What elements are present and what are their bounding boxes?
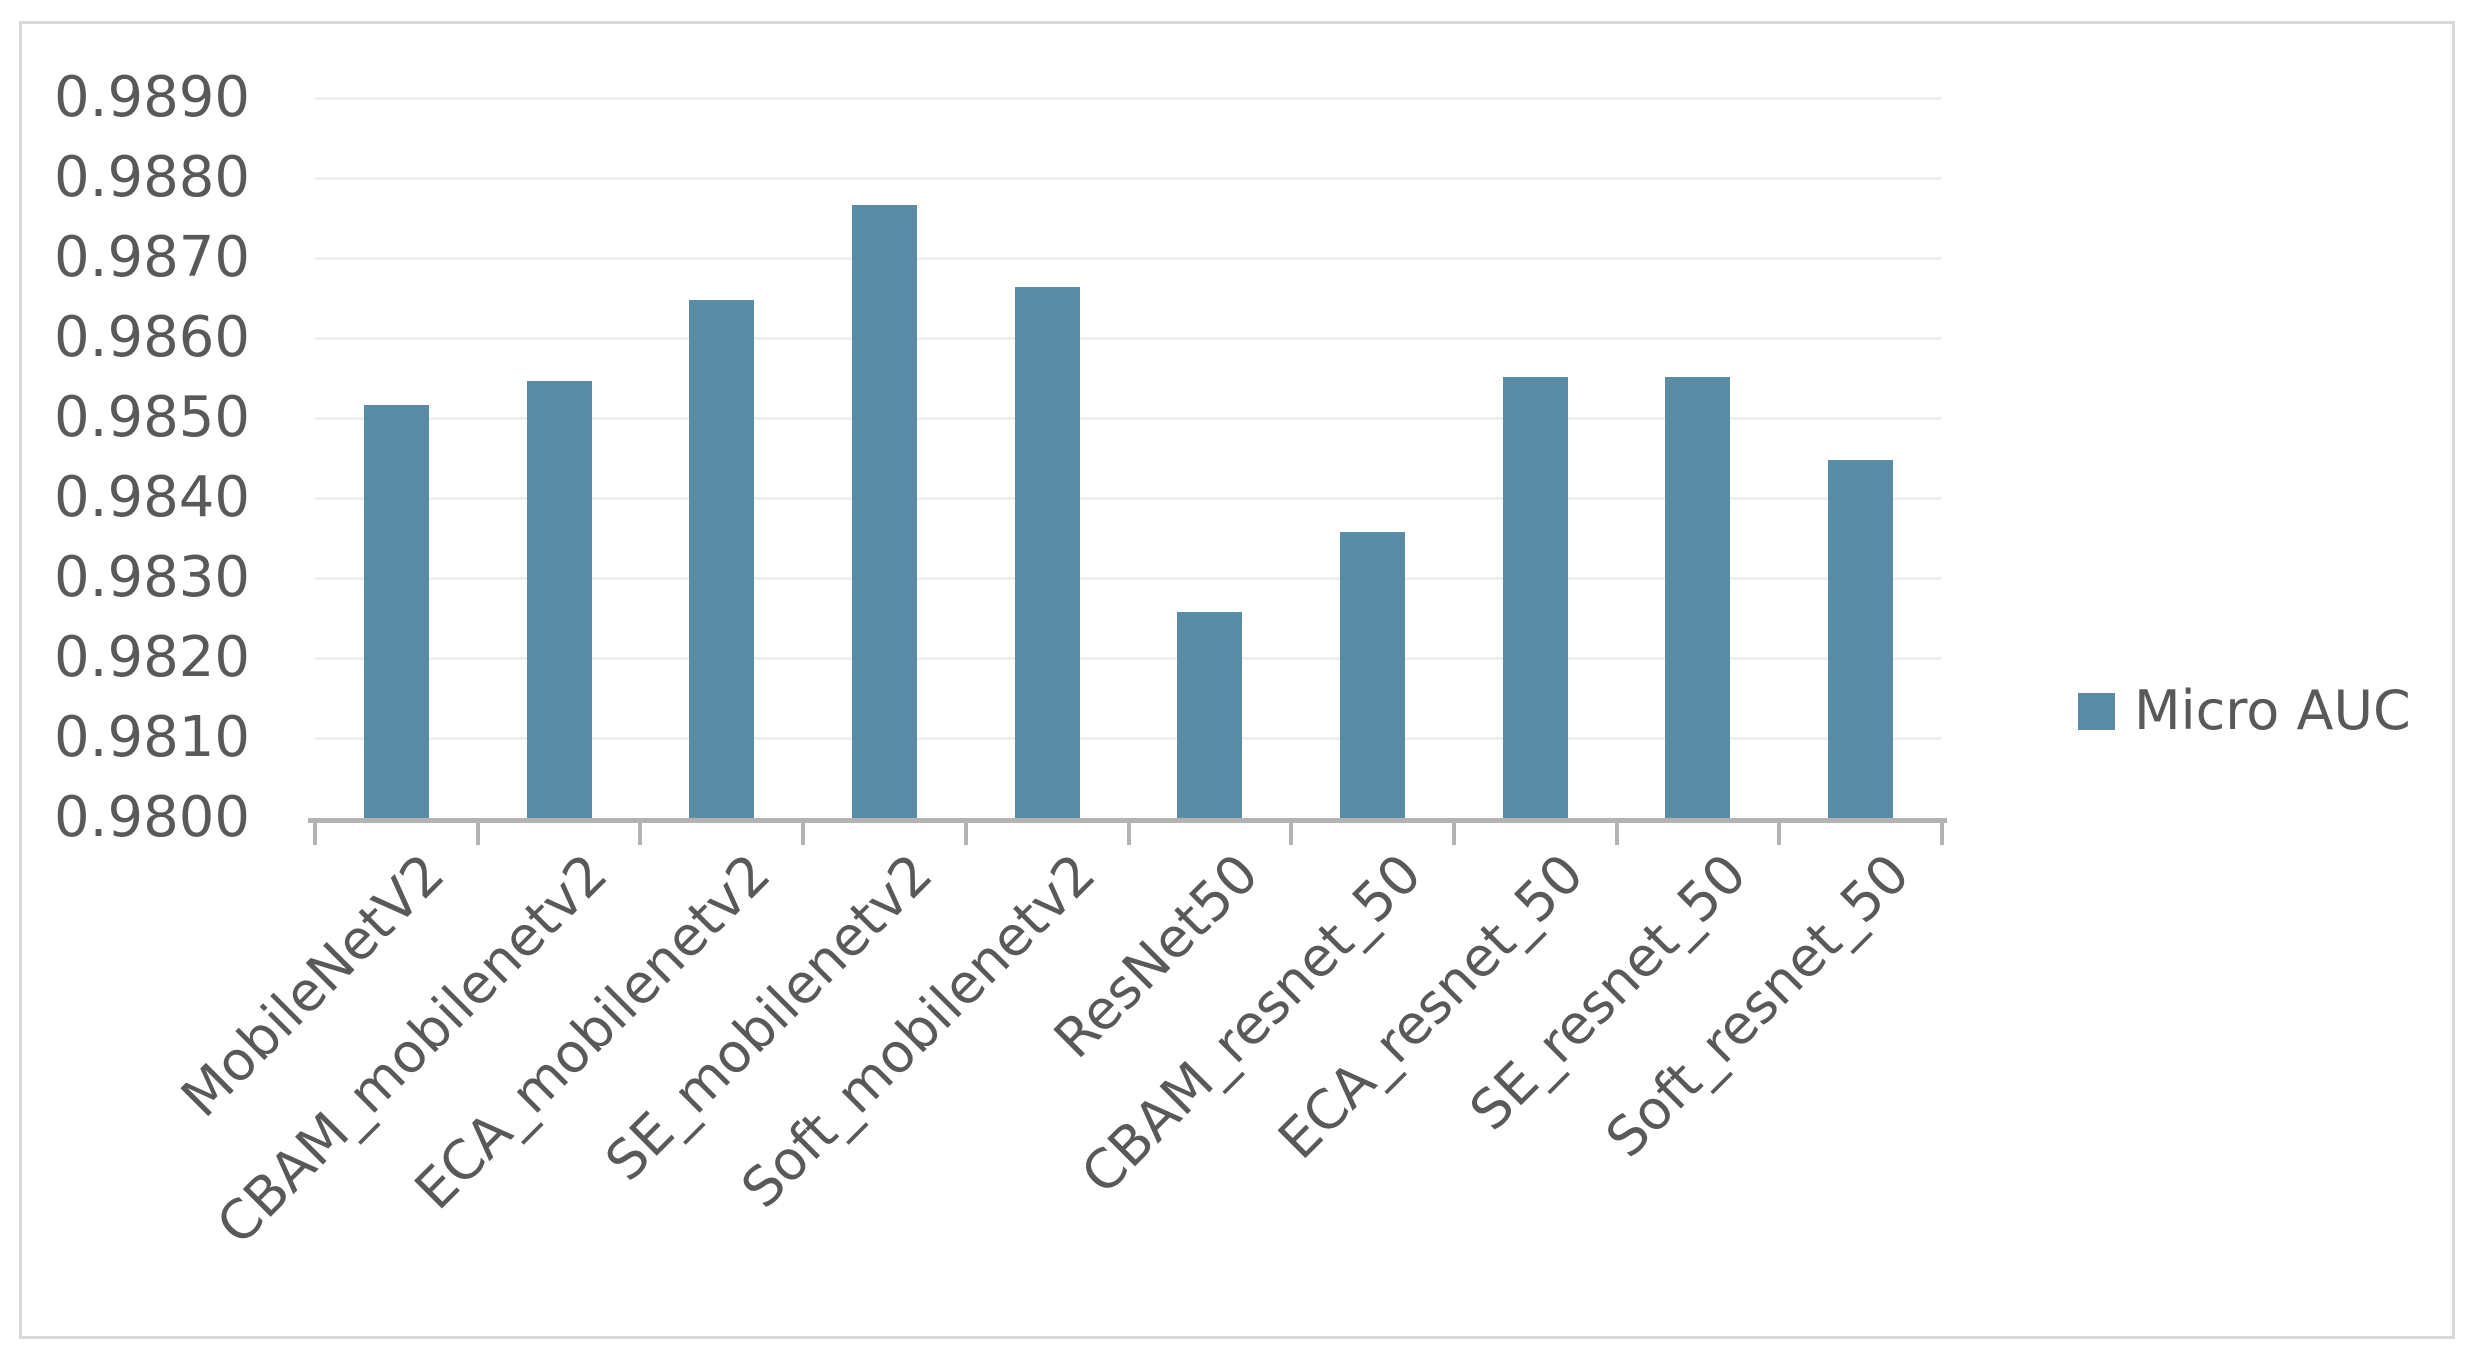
- bar-CBAM_mobilenetv2: [526, 381, 592, 818]
- bar-Soft_resnet_50: [1828, 460, 1894, 818]
- y-axis-tick-label: 0.9860: [54, 305, 250, 370]
- x-axis-tick: [801, 818, 806, 845]
- gridline: [315, 417, 1942, 420]
- gridline: [315, 97, 1942, 100]
- x-axis-tick: [1451, 818, 1456, 845]
- y-axis-tick-label: 0.9870: [54, 225, 250, 290]
- y-axis-tick-label: 0.9820: [54, 625, 250, 690]
- y-axis-tick-label: 0.9830: [54, 545, 250, 610]
- y-axis-tick-label: 0.9880: [54, 145, 250, 210]
- x-axis-tick: [313, 818, 317, 845]
- x-axis-tick-label: ECA_resnet_50: [1266, 841, 1596, 1172]
- bar-MobileNetV2: [363, 405, 429, 818]
- bar-ECA_resnet_50: [1502, 377, 1568, 818]
- plot-area: [315, 98, 1942, 818]
- legend-swatch-icon: [2078, 692, 2115, 730]
- y-axis-tick-label: 0.9810: [54, 705, 250, 770]
- x-axis-tick: [1777, 818, 1782, 845]
- gridline: [315, 177, 1942, 180]
- gridline: [315, 577, 1942, 580]
- x-axis-tick: [475, 818, 480, 845]
- gridline: [315, 337, 1942, 340]
- legend: Micro AUC: [2078, 684, 2411, 738]
- x-axis-tick-label: Soft_resnet_50: [1593, 841, 1922, 1170]
- gridline: [315, 737, 1942, 740]
- gridline: [315, 657, 1942, 660]
- y-axis-tick-label: 0.9850: [54, 385, 250, 450]
- x-axis-tick: [1289, 818, 1294, 845]
- gridline: [315, 257, 1942, 260]
- x-axis-tick: [963, 818, 968, 845]
- legend-label: Micro AUC: [2134, 679, 2411, 742]
- x-axis-tick: [1940, 818, 1944, 845]
- bar-SE_resnet_50: [1665, 377, 1731, 818]
- bar-ResNet50: [1177, 611, 1243, 818]
- y-axis-tick-label: 0.9800: [54, 785, 250, 850]
- chart-frame: 0.9890 0.9880 0.9870 0.9860 0.9850 0.9840 0.98…: [19, 21, 2455, 1339]
- bar-ECA_mobilenetv2: [689, 299, 755, 818]
- bar-SE_mobilenetv2: [851, 205, 917, 818]
- gridline: [315, 497, 1942, 500]
- x-axis-tick: [1614, 818, 1619, 845]
- y-axis-tick-label: 0.9840: [54, 465, 250, 530]
- x-axis-tick: [638, 818, 643, 845]
- y-axis-tick-label: 0.9890: [54, 65, 250, 130]
- bar-Soft_mobilenetv2: [1014, 286, 1080, 818]
- x-axis-tick: [1126, 818, 1131, 845]
- bar-CBAM_resnet_50: [1340, 531, 1406, 818]
